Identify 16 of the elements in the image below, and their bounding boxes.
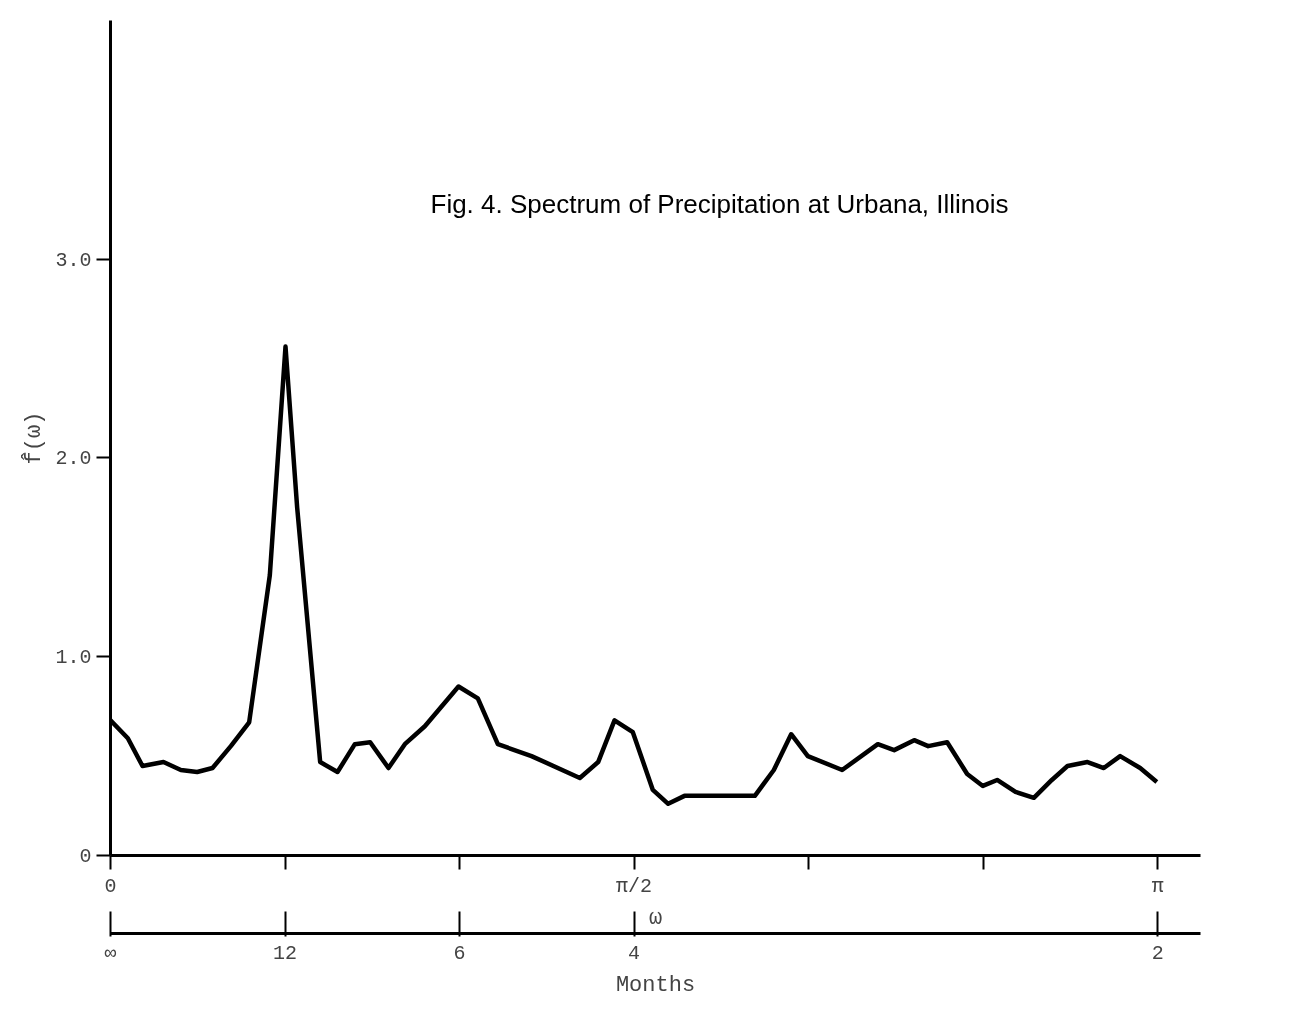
x-tick-label: π (1151, 874, 1164, 898)
annotation: ∞ (104, 941, 117, 965)
annotation: 4 (628, 941, 641, 965)
y-axis-title: f̂(ω) (20, 411, 48, 465)
y-tick-label: 3.0 (55, 248, 92, 272)
y-tick-label: 1.0 (55, 646, 92, 670)
x-tick-label: 0 (104, 874, 117, 898)
x-axis-title: ω (648, 905, 663, 931)
text: Fig. 4. Spectrum of Precipitation at Urbana, Illinois (430, 189, 1009, 220)
y-tick-label: 2.0 (55, 447, 92, 471)
annotation: 12 (273, 941, 298, 965)
annotation: 2 (1151, 941, 1164, 965)
annotation: 6 (453, 941, 466, 965)
x-tick-label: π/2 (616, 874, 653, 898)
y-tick-label: 0 (79, 845, 92, 868)
x2-axis-title: Months (615, 972, 696, 998)
